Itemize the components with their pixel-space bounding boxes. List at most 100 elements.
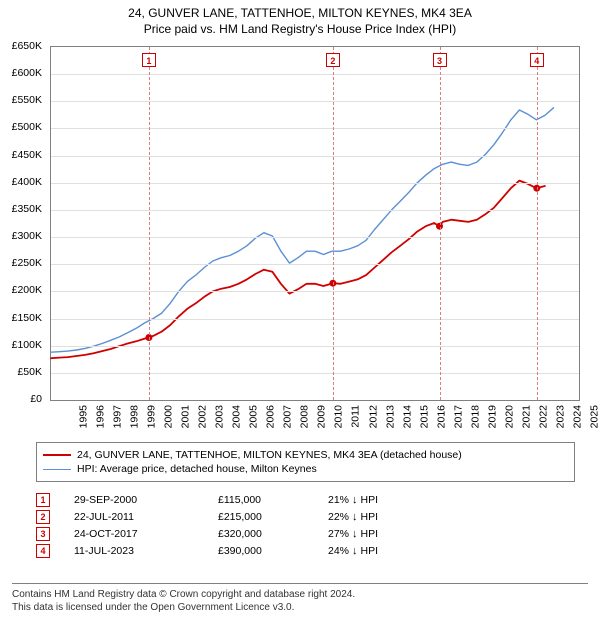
- y-tick-label: £150K: [12, 312, 42, 324]
- legend: 24, GUNVER LANE, TATTENHOE, MILTON KEYNE…: [36, 442, 575, 482]
- sales-row-diff: 27%↓HPI: [328, 528, 378, 540]
- gridline-h: [51, 346, 579, 347]
- x-tick-label: 2005: [248, 405, 260, 428]
- legend-item: 24, GUNVER LANE, TATTENHOE, MILTON KEYNE…: [43, 449, 568, 461]
- sales-row-diff-suffix: HPI: [361, 511, 379, 523]
- sales-table: 129-SEP-2000£115,00021%↓HPI222-JUL-2011£…: [36, 490, 575, 561]
- y-tick-label: £400K: [12, 176, 42, 188]
- sales-row-number: 3: [36, 527, 50, 541]
- y-tick-label: £200K: [12, 284, 42, 296]
- sales-row-date: 22-JUL-2011: [74, 511, 218, 523]
- sales-row-diff-pct: 22%: [328, 511, 349, 523]
- sales-row-date: 29-SEP-2000: [74, 494, 218, 506]
- series-hpi: [51, 108, 554, 352]
- gridline-h: [51, 210, 579, 211]
- y-tick-label: £50K: [17, 366, 42, 378]
- sales-row-diff-suffix: HPI: [361, 545, 379, 557]
- sales-row-price: £390,000: [218, 545, 328, 557]
- sale-marker-box: 3: [433, 53, 447, 67]
- gridline-h: [51, 101, 579, 102]
- title-line-2: Price paid vs. HM Land Registry's House …: [0, 22, 600, 38]
- x-tick-label: 2013: [384, 405, 396, 428]
- footer-line-1: Contains HM Land Registry data © Crown c…: [12, 588, 588, 601]
- x-tick-label: 1995: [77, 405, 89, 428]
- legend-swatch: [43, 454, 71, 456]
- legend-label: 24, GUNVER LANE, TATTENHOE, MILTON KEYNE…: [77, 449, 462, 461]
- sales-row-number: 2: [36, 510, 50, 524]
- sale-marker-box: 2: [326, 53, 340, 67]
- sales-row-number: 1: [36, 493, 50, 507]
- x-tick-label: 2019: [486, 405, 498, 428]
- y-tick-label: £350K: [12, 203, 42, 215]
- down-arrow-icon: ↓: [352, 494, 358, 506]
- sales-row-diff: 24%↓HPI: [328, 545, 378, 557]
- x-tick-label: 2017: [452, 405, 464, 428]
- y-tick-label: £650K: [12, 40, 42, 52]
- sales-row-date: 24-OCT-2017: [74, 528, 218, 540]
- legend-label: HPI: Average price, detached house, Milt…: [77, 463, 317, 475]
- x-tick-label: 2002: [197, 405, 209, 428]
- x-tick-label: 2016: [435, 405, 447, 428]
- down-arrow-icon: ↓: [352, 511, 358, 523]
- sales-row: 3 24-OCT-2017£320,00027%↓HPI: [36, 527, 575, 541]
- down-arrow-icon: ↓: [352, 545, 358, 557]
- x-tick-label: 1998: [128, 405, 140, 428]
- sales-row-diff: 21%↓HPI: [328, 494, 378, 506]
- x-axis: 1995199619971998199920002001200220032004…: [50, 405, 580, 435]
- gridline-h: [51, 183, 579, 184]
- x-tick-label: 1999: [145, 405, 157, 428]
- x-tick-label: 1996: [94, 405, 106, 428]
- x-tick-label: 2018: [469, 405, 481, 428]
- x-tick-label: 2010: [333, 405, 345, 428]
- sales-row-diff-pct: 21%: [328, 494, 349, 506]
- x-tick-label: 2021: [520, 405, 532, 428]
- sales-row: 2 22-JUL-2011£215,00022%↓HPI: [36, 510, 575, 524]
- sales-row-number: 4: [36, 544, 50, 558]
- sales-row-price: £215,000: [218, 511, 328, 523]
- down-arrow-icon: ↓: [352, 528, 358, 540]
- sale-marker-vline: [149, 47, 150, 400]
- sales-row-diff-suffix: HPI: [361, 494, 379, 506]
- page-root: 24, GUNVER LANE, TATTENHOE, MILTON KEYNE…: [0, 0, 600, 620]
- sales-row-diff-pct: 24%: [328, 545, 349, 557]
- x-tick-label: 2009: [316, 405, 328, 428]
- y-tick-label: £450K: [12, 149, 42, 161]
- sales-row-diff-suffix: HPI: [361, 528, 379, 540]
- x-tick-label: 2008: [299, 405, 311, 428]
- x-tick-label: 2006: [265, 405, 277, 428]
- y-tick-label: £0: [30, 393, 42, 405]
- y-tick-label: £550K: [12, 94, 42, 106]
- y-tick-label: £500K: [12, 121, 42, 133]
- sales-row-date: 11-JUL-2023: [74, 545, 218, 557]
- y-tick-label: £300K: [12, 230, 42, 242]
- sale-marker-vline: [440, 47, 441, 400]
- footer-line-2: This data is licensed under the Open Gov…: [12, 601, 588, 614]
- sales-row-diff: 22%↓HPI: [328, 511, 378, 523]
- gridline-h: [51, 237, 579, 238]
- y-tick-label: £250K: [12, 257, 42, 269]
- chart-svg: [51, 47, 579, 400]
- sales-row-diff-pct: 27%: [328, 528, 349, 540]
- x-tick-label: 2003: [214, 405, 226, 428]
- footer: Contains HM Land Registry data © Crown c…: [12, 583, 588, 614]
- x-tick-label: 2025: [588, 405, 600, 428]
- legend-swatch: [43, 469, 71, 470]
- gridline-h: [51, 319, 579, 320]
- gridline-h: [51, 128, 579, 129]
- x-tick-label: 2022: [537, 405, 549, 428]
- x-tick-label: 2011: [349, 405, 361, 428]
- x-tick-label: 2020: [503, 405, 515, 428]
- sales-row-price: £320,000: [218, 528, 328, 540]
- y-axis: £0£50K£100K£150K£200K£250K£300K£350K£400…: [0, 46, 46, 401]
- sales-row: 4 11-JUL-2023£390,00024%↓HPI: [36, 544, 575, 558]
- x-tick-label: 2001: [180, 405, 192, 428]
- title-line-1: 24, GUNVER LANE, TATTENHOE, MILTON KEYNE…: [0, 6, 600, 22]
- x-tick-label: 2014: [401, 405, 413, 428]
- sale-marker-vline: [333, 47, 334, 400]
- x-tick-label: 2000: [163, 405, 175, 428]
- x-tick-label: 2024: [571, 405, 583, 428]
- x-tick-label: 2004: [231, 405, 243, 428]
- x-tick-label: 2015: [418, 405, 430, 428]
- gridline-h: [51, 291, 579, 292]
- gridline-h: [51, 373, 579, 374]
